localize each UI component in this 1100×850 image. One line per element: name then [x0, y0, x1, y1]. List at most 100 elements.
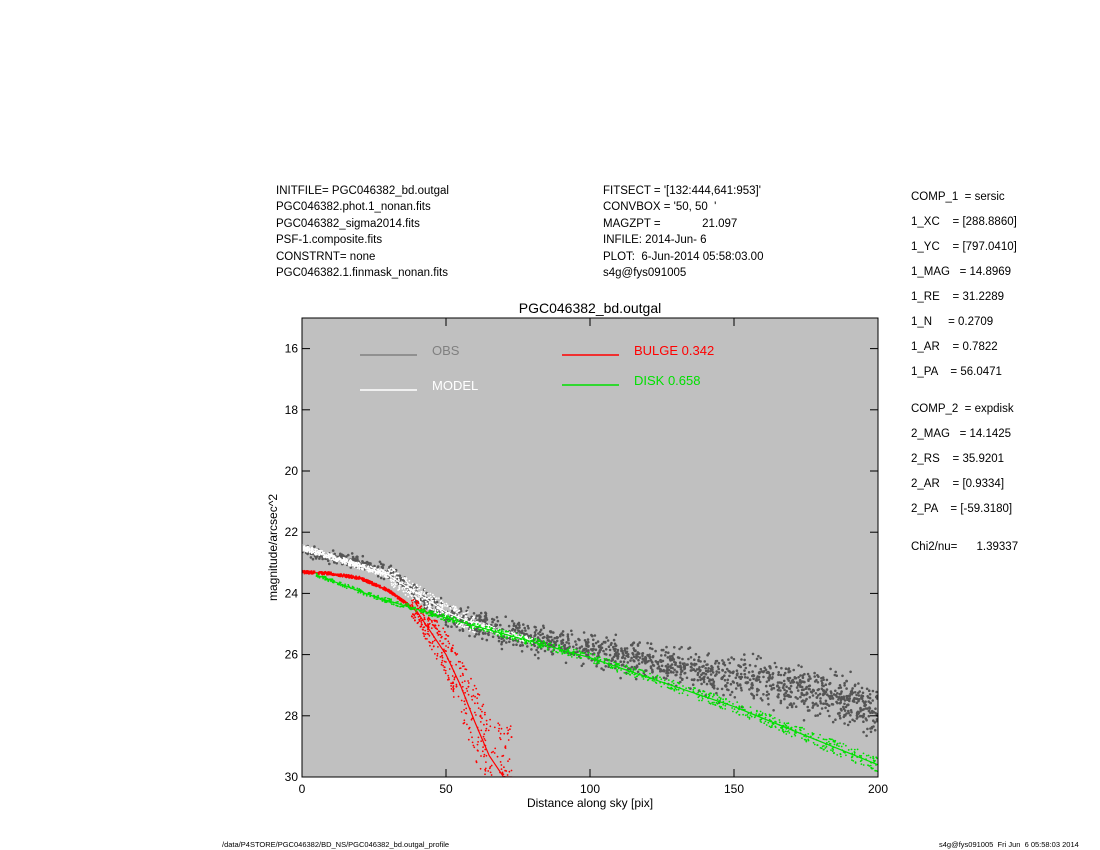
obs-point: [820, 707, 824, 710]
model-point: [439, 600, 442, 603]
disk-point: [476, 623, 479, 625]
obs-point: [485, 618, 489, 621]
obs-point: [816, 704, 819, 707]
fit-parameter: COMP_2 = expdisk: [911, 403, 1014, 415]
model-point: [394, 572, 396, 575]
bulge-point: [421, 628, 424, 631]
plot-data-group: [302, 543, 878, 829]
disk-point: [787, 730, 790, 732]
bulge-point: [463, 665, 465, 667]
obs-point: [768, 684, 772, 688]
model-point: [473, 615, 475, 618]
model-point: [327, 556, 330, 559]
disk-point: [620, 669, 622, 671]
model-point: [358, 563, 360, 565]
model-point: [444, 605, 446, 607]
disk-point: [470, 627, 473, 629]
model-point: [305, 550, 308, 553]
obs-point: [838, 714, 841, 718]
obs-point: [704, 672, 708, 676]
disk-point: [473, 623, 475, 625]
model-point: [328, 553, 331, 556]
bulge-point: [445, 650, 447, 652]
obs-point: [547, 639, 551, 642]
obs-point: [516, 626, 519, 630]
bulge-point: [464, 712, 467, 714]
header-mid-line: CONVBOX = '50, 50 ': [603, 201, 717, 214]
disk-point: [687, 686, 690, 689]
bulge-point: [426, 638, 428, 640]
disk-point: [344, 583, 346, 586]
obs-point: [845, 712, 848, 715]
disk-point: [656, 675, 658, 678]
bulge-point: [511, 827, 513, 829]
disk-point: [872, 755, 874, 758]
model-point: [460, 615, 463, 617]
obs-point: [861, 691, 865, 695]
model-point: [430, 608, 433, 610]
disk-point: [507, 630, 510, 633]
obs-point: [609, 643, 613, 646]
obs-point: [721, 659, 724, 662]
bulge-point: [462, 722, 465, 725]
model-point: [338, 556, 341, 559]
obs-point: [636, 655, 639, 658]
disk-point: [522, 635, 525, 637]
disk-point: [744, 714, 747, 717]
disk-point: [771, 723, 774, 725]
obs-point: [450, 625, 453, 628]
obs-point: [838, 711, 841, 715]
disk-point: [774, 725, 777, 728]
obs-point: [696, 673, 700, 677]
disk-point: [675, 688, 678, 691]
obs-point: [768, 665, 772, 668]
obs-point: [538, 630, 542, 634]
disk-point: [701, 699, 703, 702]
obs-point: [728, 661, 732, 665]
obs-point: [722, 693, 725, 697]
obs-point: [772, 709, 775, 712]
disk-point: [529, 637, 532, 639]
disk-point: [538, 646, 540, 648]
obs-point: [732, 670, 735, 673]
model-point: [475, 621, 477, 624]
bulge-point: [429, 644, 431, 647]
bulge-point: [307, 572, 310, 575]
bulge-point: [415, 599, 418, 602]
disk-point: [461, 619, 464, 622]
bulge-point: [483, 755, 485, 758]
bulge-point: [493, 801, 495, 803]
bulge-point: [508, 758, 511, 760]
bulge-point: [440, 651, 443, 654]
bulge-point: [484, 773, 486, 776]
disk-point: [867, 754, 870, 757]
disk-point: [485, 625, 487, 628]
model-point: [401, 581, 404, 584]
disk-point: [759, 720, 762, 722]
disk-point: [699, 690, 702, 693]
bulge-point: [452, 690, 455, 693]
obs-point: [519, 644, 522, 647]
obs-point: [777, 686, 781, 689]
bulge-point: [461, 681, 464, 684]
obs-point: [706, 676, 710, 679]
model-point: [403, 587, 406, 590]
obs-point: [568, 645, 571, 648]
model-point: [367, 565, 370, 567]
obs-point: [587, 644, 590, 648]
obs-point: [814, 714, 817, 717]
bulge-point: [510, 736, 513, 738]
disk-point: [487, 630, 489, 632]
obs-point: [799, 674, 802, 677]
obs-point: [673, 660, 676, 664]
obs-point: [698, 669, 702, 673]
disk-point: [845, 754, 847, 757]
model-point: [411, 582, 414, 585]
obs-point: [784, 667, 788, 670]
obs-point: [381, 566, 385, 570]
bulge-point: [323, 573, 326, 576]
header-left-line: CONSTRNT= none: [276, 250, 376, 263]
obs-point: [629, 659, 632, 662]
disk-point: [831, 747, 834, 750]
obs-point: [690, 663, 694, 666]
